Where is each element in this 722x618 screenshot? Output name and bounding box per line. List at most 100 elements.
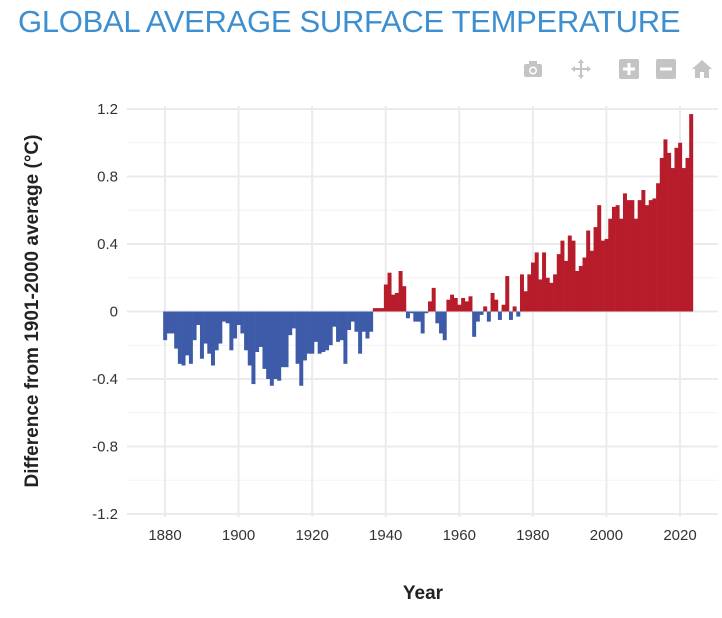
bar-1994[interactable]: [582, 257, 587, 312]
bar-2004[interactable]: [619, 218, 624, 312]
bar-2021[interactable]: [681, 168, 686, 312]
bar-1987[interactable]: [556, 254, 561, 312]
bar-1935[interactable]: [365, 311, 370, 339]
bar-1907[interactable]: [262, 311, 267, 369]
bar-1991[interactable]: [571, 240, 576, 312]
bar-1883[interactable]: [174, 311, 179, 349]
bar-1945[interactable]: [402, 286, 407, 312]
bar-1983[interactable]: [542, 252, 547, 312]
bar-1899[interactable]: [233, 311, 238, 339]
bar-1949[interactable]: [416, 311, 421, 322]
bar-1977[interactable]: [519, 274, 524, 312]
pan-icon[interactable]: [570, 58, 592, 80]
bar-1896[interactable]: [222, 311, 226, 322]
bar-1924[interactable]: [325, 311, 329, 351]
bar-1951[interactable]: [424, 311, 429, 314]
bar-1969[interactable]: [490, 292, 495, 312]
bar-1917[interactable]: [299, 311, 304, 386]
bar-1911[interactable]: [277, 311, 282, 381]
bar-1897[interactable]: [225, 311, 230, 324]
bar-1918[interactable]: [302, 311, 307, 361]
bar-1995[interactable]: [586, 230, 591, 312]
bar-1922[interactable]: [317, 311, 322, 354]
bar-1955[interactable]: [439, 311, 444, 334]
bar-1904[interactable]: [251, 311, 256, 385]
bar-1914[interactable]: [288, 311, 293, 336]
bar-1962[interactable]: [464, 301, 469, 312]
bar-1986[interactable]: [553, 274, 558, 312]
bar-1915[interactable]: [291, 311, 296, 329]
bar-1954[interactable]: [435, 311, 440, 324]
bar-1920[interactable]: [310, 311, 315, 354]
bar-1980[interactable]: [531, 262, 535, 312]
bar-1898[interactable]: [229, 311, 234, 351]
bar-1971[interactable]: [497, 311, 502, 320]
zoom-out-icon[interactable]: [655, 58, 677, 80]
bar-1910[interactable]: [273, 311, 278, 380]
bar-1903[interactable]: [247, 311, 252, 366]
bar-1965[interactable]: [475, 311, 480, 322]
bar-2019[interactable]: [674, 147, 679, 312]
bar-1937[interactable]: [372, 308, 377, 312]
bar-1958[interactable]: [450, 294, 455, 312]
bar-1929[interactable]: [343, 311, 348, 364]
bar-1939[interactable]: [380, 308, 385, 312]
bar-1975[interactable]: [512, 306, 517, 312]
bar-1934[interactable]: [361, 311, 366, 332]
bar-1923[interactable]: [321, 311, 326, 353]
bar-2005[interactable]: [622, 193, 627, 312]
bar-1916[interactable]: [295, 311, 300, 364]
bar-1931[interactable]: [350, 311, 355, 322]
bar-1989[interactable]: [564, 260, 569, 312]
bar-1968[interactable]: [486, 311, 491, 322]
bar-1908[interactable]: [266, 311, 271, 380]
bar-2012[interactable]: [648, 200, 653, 312]
bar-1925[interactable]: [328, 311, 333, 346]
bar-1891[interactable]: [203, 311, 208, 344]
bar-1997[interactable]: [593, 227, 598, 312]
bar-1953[interactable]: [431, 287, 436, 312]
bar-2011[interactable]: [645, 205, 650, 312]
home-icon[interactable]: [691, 58, 713, 80]
bar-1886[interactable]: [185, 311, 190, 356]
bar-1888[interactable]: [192, 311, 197, 341]
bar-1957[interactable]: [446, 299, 451, 312]
bar-2001[interactable]: [608, 218, 613, 312]
bar-2002[interactable]: [611, 206, 616, 312]
zoom-in-icon[interactable]: [618, 58, 640, 80]
bar-2000[interactable]: [604, 238, 609, 312]
bar-1885[interactable]: [181, 311, 186, 366]
bar-1902[interactable]: [244, 311, 249, 351]
bar-1919[interactable]: [306, 311, 311, 354]
bar-1928[interactable]: [339, 311, 344, 341]
camera-icon[interactable]: [522, 58, 544, 80]
bar-1933[interactable]: [358, 311, 363, 354]
bar-2007[interactable]: [630, 200, 635, 312]
bar-2016[interactable]: [663, 139, 668, 312]
bar-1894[interactable]: [214, 311, 219, 351]
bar-1890[interactable]: [199, 311, 204, 359]
bar-1932[interactable]: [354, 311, 359, 332]
bar-1912[interactable]: [280, 311, 285, 368]
bar-1892[interactable]: [207, 311, 212, 354]
bar-1996[interactable]: [589, 250, 594, 312]
bar-2010[interactable]: [641, 190, 646, 312]
bar-2015[interactable]: [659, 157, 664, 312]
bar-1927[interactable]: [336, 311, 341, 342]
bar-1895[interactable]: [218, 311, 223, 344]
bar-1884[interactable]: [177, 311, 182, 364]
bar-2020[interactable]: [678, 142, 683, 312]
bar-1967[interactable]: [483, 306, 488, 312]
bar-1909[interactable]: [269, 311, 274, 386]
bar-1993[interactable]: [578, 265, 583, 312]
bar-1880[interactable]: [163, 311, 168, 341]
bar-1963[interactable]: [468, 296, 473, 312]
bar-1999[interactable]: [600, 240, 605, 312]
bar-1882[interactable]: [170, 311, 175, 334]
bar-1946[interactable]: [405, 311, 410, 319]
bar-1952[interactable]: [428, 301, 432, 312]
bar-1964[interactable]: [472, 311, 477, 337]
bar-1985[interactable]: [549, 282, 554, 312]
bar-1938[interactable]: [376, 308, 381, 312]
